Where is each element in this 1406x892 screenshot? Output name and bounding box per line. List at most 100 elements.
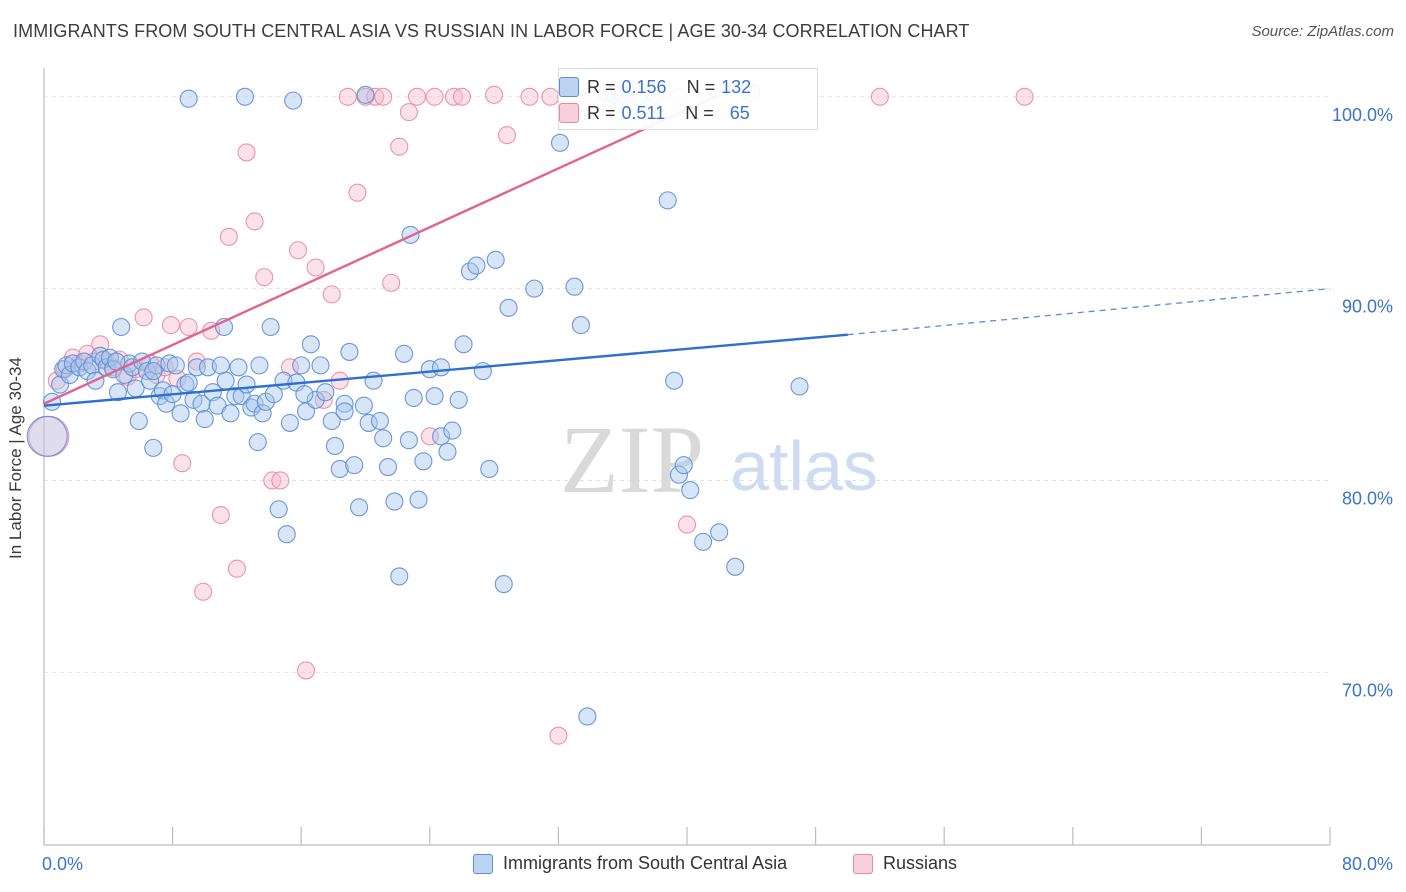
data-point-russians	[348, 183, 367, 202]
data-point-russians	[211, 505, 230, 525]
legend-label: Immigrants from South Central Asia	[503, 853, 788, 873]
data-point-russians	[179, 317, 198, 337]
data-point-south-central-asia	[432, 358, 451, 377]
data-point-russians	[520, 87, 539, 106]
data-point-south-central-asia	[658, 191, 677, 210]
y-tick-label: 70.0%	[1342, 680, 1393, 700]
data-point-russians	[194, 582, 213, 601]
stats-n-value: 132	[721, 76, 752, 97]
stats-n-value: 65	[729, 102, 750, 123]
data-point-south-central-asia	[399, 431, 418, 450]
data-point-south-central-asia	[359, 413, 378, 432]
data-point-south-central-asia	[335, 402, 354, 421]
stats-swatch-blue	[559, 77, 579, 97]
data-point-south-central-asia	[301, 335, 320, 354]
data-point-south-central-asia	[144, 362, 163, 381]
data-point-russians	[134, 308, 153, 327]
data-point-south-central-asia	[480, 459, 499, 479]
data-point-russians	[296, 661, 316, 680]
stats-box: R = 0.156 N = 132 R = 0.511 N = 65	[558, 68, 818, 130]
data-point-south-central-asia	[674, 456, 693, 475]
data-point-russians	[322, 285, 341, 304]
data-point-south-central-asia	[179, 89, 198, 108]
data-point-russians	[374, 87, 393, 106]
data-point-russians	[541, 87, 560, 106]
data-point-south-central-asia	[681, 481, 700, 500]
watermark-zip: ZIP	[560, 406, 704, 513]
data-point-south-central-asia	[694, 532, 713, 551]
stats-row-blue: R = 0.156 N = 132	[559, 75, 752, 99]
data-point-south-central-asia	[432, 427, 451, 446]
axes	[43, 68, 1331, 846]
data-point-south-central-asia	[404, 388, 423, 408]
data-point-south-central-asia	[26, 415, 68, 457]
data-point-south-central-asia	[409, 490, 428, 509]
data-point-south-central-asia	[525, 279, 544, 298]
data-point-south-central-asia	[112, 317, 131, 337]
data-point-russians	[870, 87, 889, 106]
data-point-russians	[425, 87, 444, 106]
data-point-south-central-asia	[284, 91, 303, 110]
data-point-russians	[245, 212, 264, 231]
data-point-south-central-asia	[269, 500, 288, 519]
data-point-south-central-asia	[385, 492, 404, 511]
data-point-south-central-asia	[438, 442, 457, 461]
data-point-russians	[271, 471, 290, 490]
x-tick-label: 0.0%	[42, 854, 83, 874]
data-point-south-central-asia	[454, 335, 473, 354]
data-point-south-central-asia	[443, 421, 462, 440]
data-point-russians	[399, 103, 418, 122]
trend-line-russians	[43, 93, 720, 405]
y-axis-label: In Labor Force | Age 30-34	[6, 357, 25, 559]
data-point-russians	[390, 137, 409, 156]
data-point-south-central-asia	[129, 411, 148, 431]
data-point-south-central-asia	[340, 342, 359, 361]
data-point-south-central-asia	[665, 371, 684, 390]
data-point-south-central-asia	[144, 438, 163, 457]
data-point-south-central-asia	[414, 452, 433, 471]
data-point-russians	[407, 87, 426, 106]
data-point-russians	[173, 454, 192, 473]
data-point-south-central-asia	[292, 356, 311, 375]
data-point-south-central-asia	[374, 429, 393, 448]
data-point-south-central-asia	[250, 356, 269, 375]
trend-lines	[43, 93, 1331, 407]
gridlines	[44, 96, 1330, 673]
data-point-south-central-asia	[565, 277, 584, 296]
stats-swatch-pink	[559, 103, 579, 123]
data-point-south-central-asia	[370, 411, 390, 431]
data-point-south-central-asia	[356, 85, 375, 104]
legend-swatch-pink	[853, 853, 873, 874]
legend-item-russians[interactable]: Russians	[853, 853, 957, 874]
data-point-russians	[219, 227, 238, 246]
legend-label: Russians	[883, 853, 958, 873]
data-point-south-central-asia	[425, 387, 444, 406]
data-point-south-central-asia	[550, 133, 570, 152]
trend-extension-south-central-asia	[847, 287, 1331, 336]
data-point-south-central-asia	[322, 411, 341, 431]
data-point-south-central-asia	[280, 413, 299, 432]
data-point-south-central-asia	[710, 523, 729, 542]
stats-r-label: R =	[587, 76, 616, 97]
data-point-russians	[237, 143, 256, 162]
data-point-south-central-asia	[499, 298, 518, 317]
data-point-south-central-asia	[160, 354, 179, 373]
data-point-south-central-asia	[330, 459, 349, 479]
data-point-russians	[338, 87, 357, 106]
legend-swatch-blue	[473, 853, 493, 874]
data-point-south-central-asia	[354, 396, 373, 415]
data-point-south-central-asia	[316, 383, 335, 402]
data-point-south-central-asia	[137, 362, 156, 381]
data-point-south-central-asia	[141, 371, 160, 390]
source-credit: Source: ZipAtlas.com	[1251, 23, 1394, 40]
data-point-south-central-asia	[253, 404, 272, 423]
data-point-south-central-asia	[335, 394, 354, 413]
stats-n-label: N =	[685, 102, 714, 123]
data-point-south-central-asia	[216, 371, 235, 390]
chart-title: IMMIGRANTS FROM SOUTH CENTRAL ASIA VS RU…	[13, 21, 970, 41]
legend-item-south-central-asia[interactable]: Immigrants from South Central Asia	[473, 853, 787, 874]
data-point-russians	[255, 268, 274, 287]
data-point-south-central-asia	[467, 256, 486, 275]
data-point-south-central-asia	[494, 575, 513, 594]
